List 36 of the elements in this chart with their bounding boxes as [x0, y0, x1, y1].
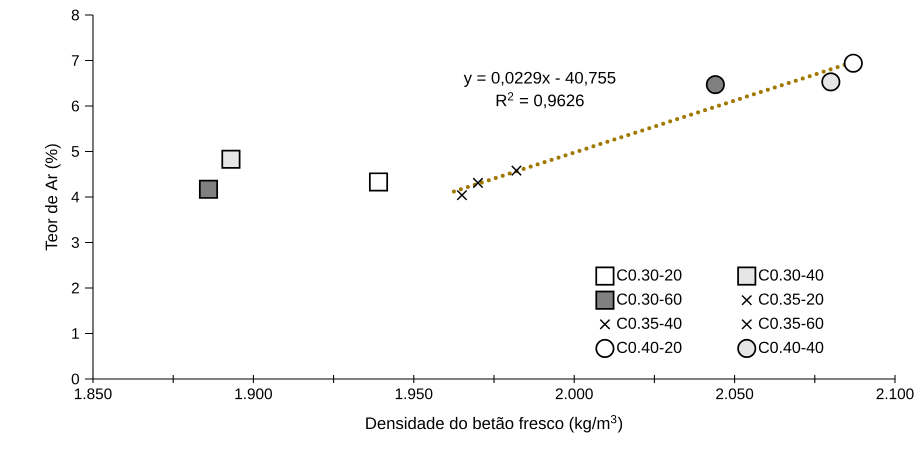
y-tick-label: 1 — [72, 328, 79, 339]
legend-label: C0.35-20 — [758, 293, 824, 305]
point — [456, 190, 468, 201]
point — [844, 54, 863, 73]
legend-label: C0.40-20 — [617, 342, 682, 354]
x-tick-label: 1.950 — [396, 388, 432, 400]
x-tick-label: 1.900 — [235, 388, 272, 400]
legend-label: C0.30-60 — [617, 293, 682, 305]
y-tick-label: 3 — [72, 237, 79, 248]
point — [706, 75, 725, 94]
legend-label: C0.40-40 — [758, 342, 824, 354]
annotation: y = 0,0229x - 40,755 — [464, 72, 616, 87]
y-tick-label: 6 — [72, 100, 79, 112]
y-axis-title: Teor de Ar (%) — [45, 144, 61, 250]
x-tick-label: 2.100 — [876, 388, 914, 400]
point — [821, 72, 840, 92]
y-tick-label: 2 — [72, 282, 79, 294]
legend-label: C0.35-40 — [617, 318, 682, 329]
annotation: R$^{2}$ = 0,9626 — [496, 92, 584, 108]
y-tick-label: 8 — [72, 10, 79, 20]
point — [198, 180, 218, 199]
legend-label: C0.30-40 — [758, 269, 824, 281]
x-tick-label: 1.850 — [74, 388, 112, 400]
legend-label: C0.30-20 — [617, 269, 682, 281]
x-axis-title: Densidade do betão fresco (kg/m$^{3}$) — [366, 415, 622, 432]
y-tick-label: 0 — [72, 374, 80, 384]
legend-label: C0.35-60 — [758, 318, 824, 329]
y-tick-label: 7 — [72, 55, 79, 66]
y-tick-label: 4 — [71, 192, 80, 202]
point — [368, 172, 388, 192]
point — [472, 177, 484, 188]
point — [511, 165, 522, 176]
y-tick-label: 5 — [72, 146, 79, 157]
point — [221, 150, 240, 169]
x-tick-label: 2.000 — [556, 388, 593, 400]
x-tick-label: 2.050 — [716, 388, 754, 400]
